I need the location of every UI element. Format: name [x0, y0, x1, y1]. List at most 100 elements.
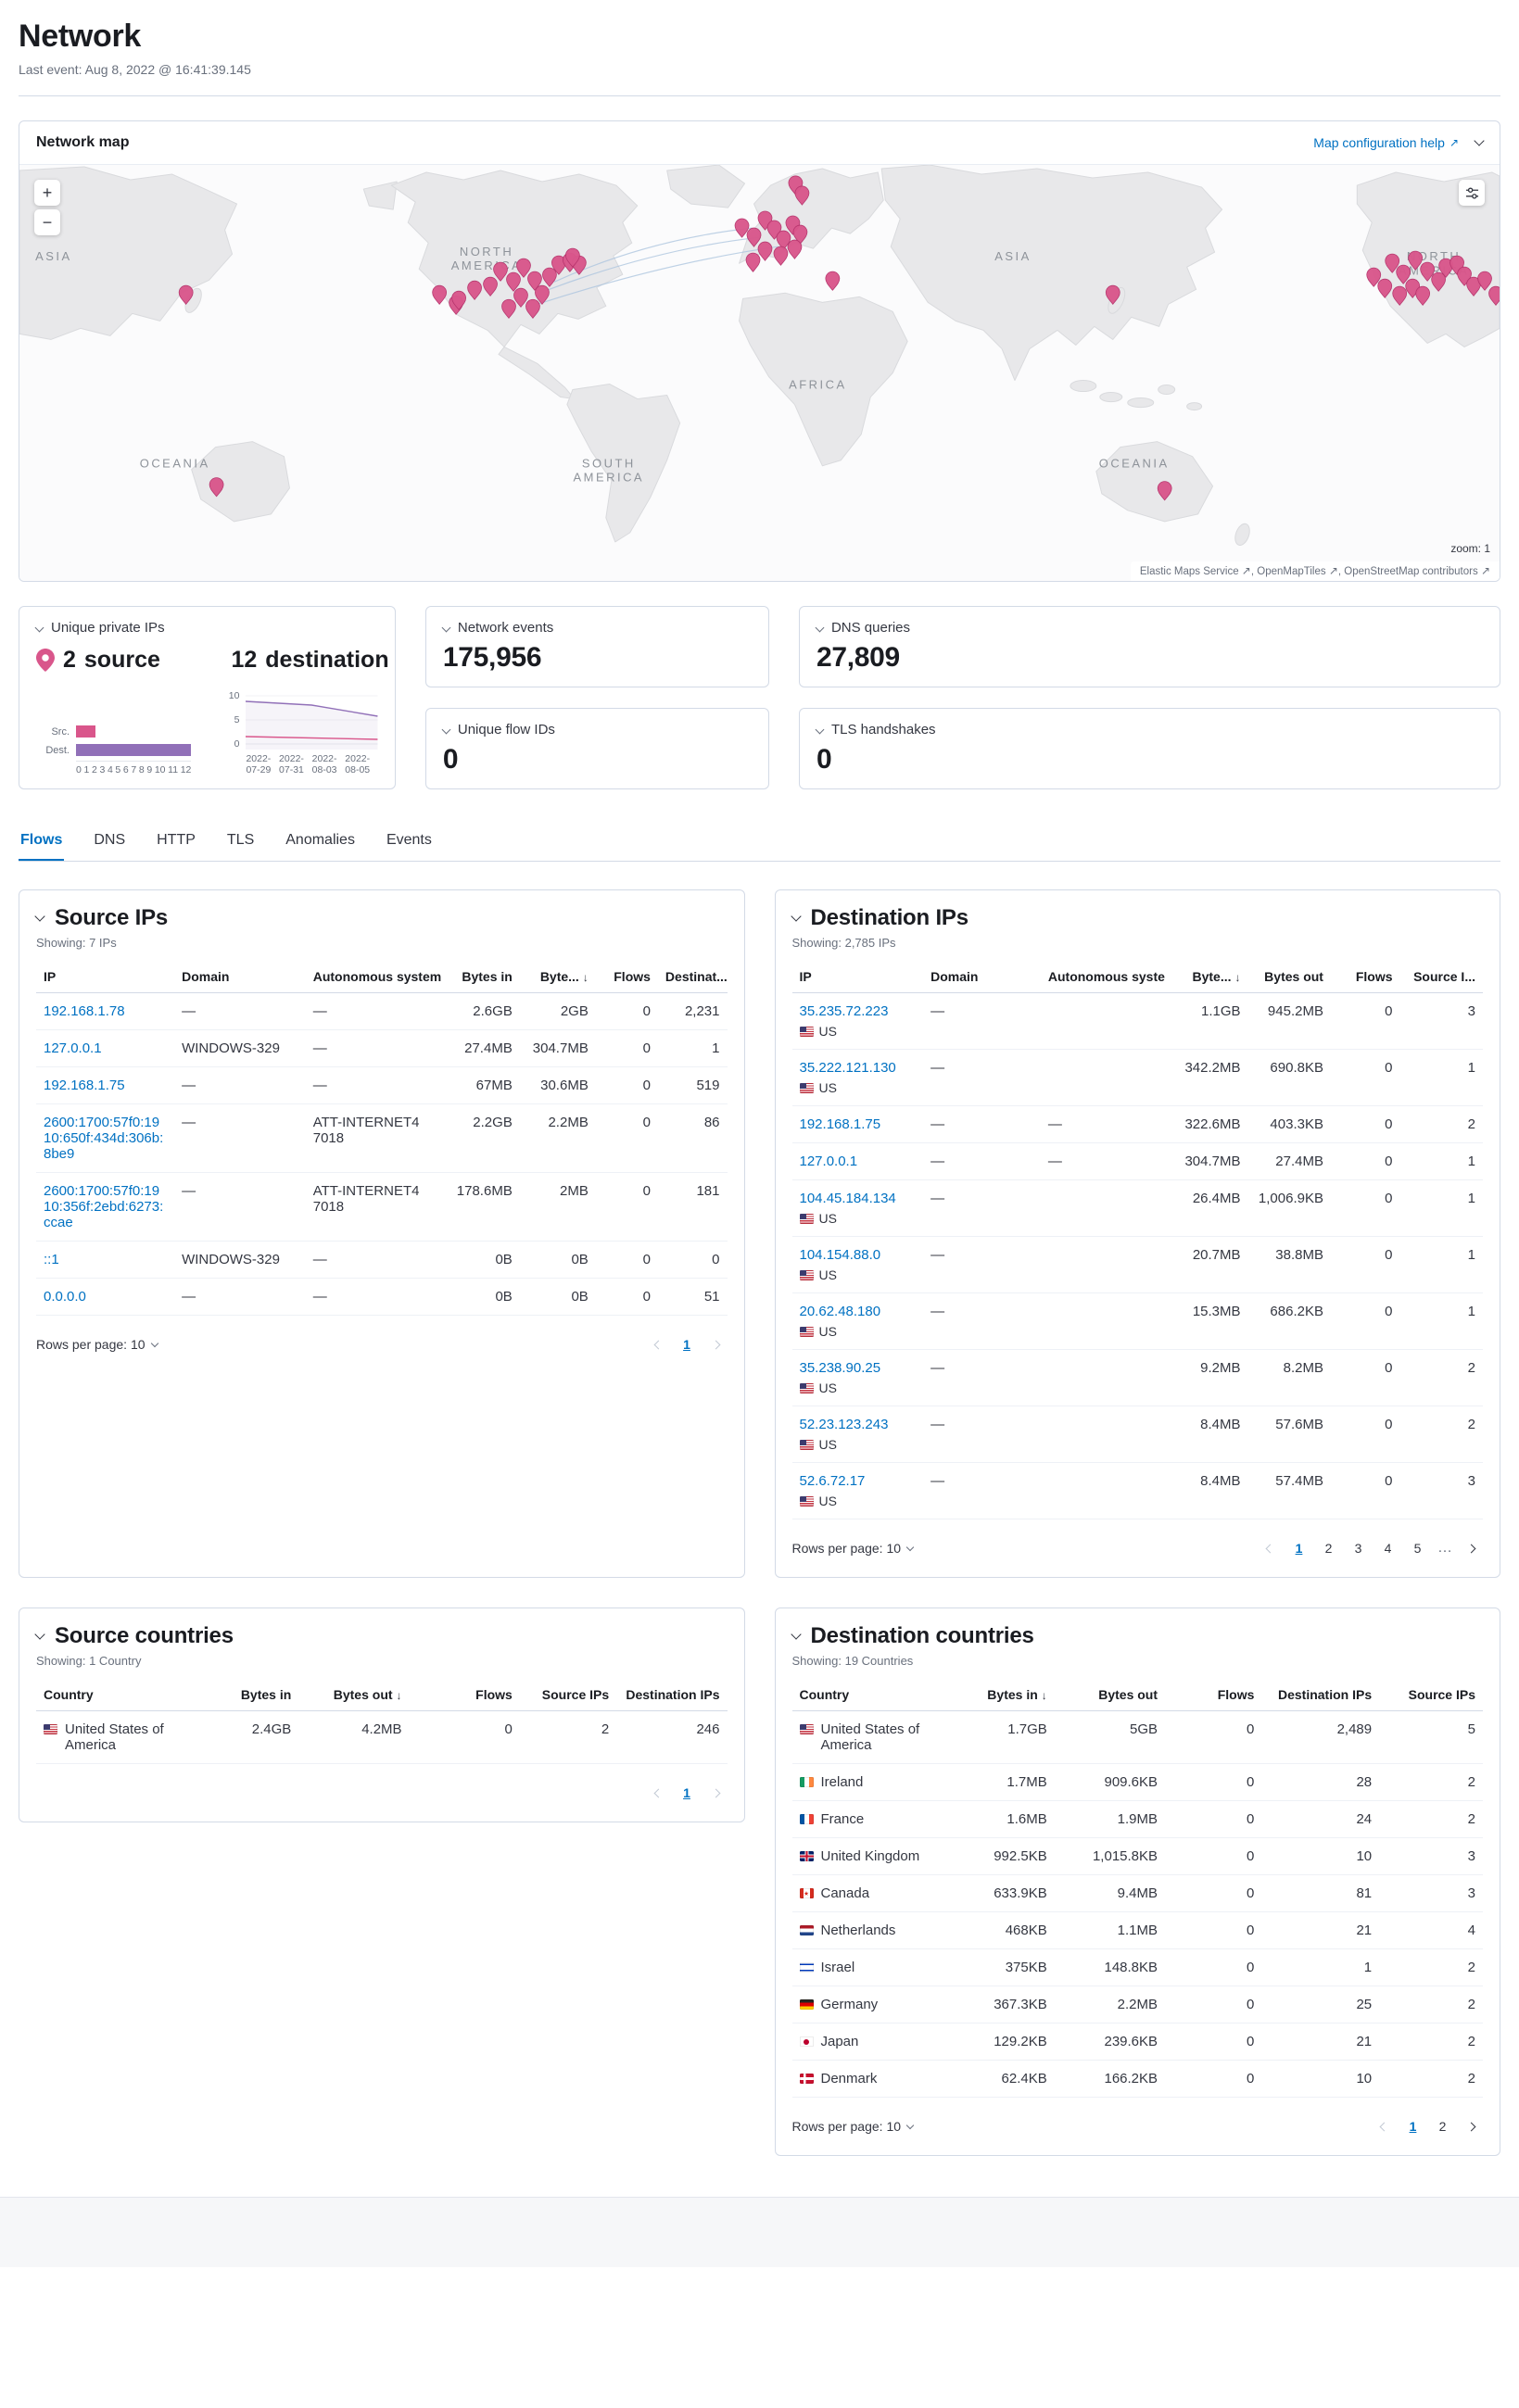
- collapse-chevron-icon[interactable]: [815, 725, 825, 735]
- tab-dns[interactable]: DNS: [92, 823, 127, 861]
- column-header-flows[interactable]: Flows: [409, 1679, 520, 1711]
- page-2-button[interactable]: 2: [1438, 2119, 1447, 2134]
- attribution-link[interactable]: Elastic Maps Service ↗: [1139, 564, 1251, 577]
- ip-link[interactable]: 35.238.90.25: [799, 1360, 881, 1376]
- column-header-source_ips[interactable]: Source IPs: [1379, 1679, 1483, 1711]
- ip-link[interactable]: 20.62.48.180: [799, 1304, 881, 1319]
- location-pin-icon[interactable]: [467, 280, 482, 300]
- column-header-bytes_out[interactable]: Byte... ↓: [519, 961, 596, 993]
- location-pin-icon[interactable]: [773, 246, 789, 266]
- location-pin-icon[interactable]: [535, 284, 550, 305]
- column-header-domain[interactable]: Domain: [923, 961, 1041, 993]
- column-header-flows[interactable]: Flows: [1330, 961, 1400, 993]
- location-pin-icon[interactable]: [209, 477, 224, 498]
- location-pin-icon[interactable]: [1377, 278, 1393, 298]
- next-page-button[interactable]: [1460, 1537, 1483, 1560]
- location-pin-icon[interactable]: [1477, 271, 1492, 291]
- next-page-button[interactable]: [1460, 2115, 1483, 2138]
- location-pin-icon[interactable]: [551, 255, 566, 275]
- location-pin-icon[interactable]: [501, 298, 516, 320]
- ip-link[interactable]: 127.0.0.1: [44, 1040, 102, 1056]
- collapse-chevron-icon[interactable]: [441, 623, 451, 633]
- map-configuration-help-link[interactable]: Map configuration help ↗: [1313, 135, 1459, 150]
- location-pin-icon[interactable]: [564, 247, 580, 268]
- page-5-button[interactable]: 5: [1413, 1541, 1422, 1556]
- location-pin-icon[interactable]: [825, 271, 841, 291]
- location-pin-icon[interactable]: [1438, 258, 1453, 278]
- location-pin-icon[interactable]: [794, 185, 810, 206]
- location-pin-icon[interactable]: [1366, 267, 1382, 287]
- location-pin-icon[interactable]: [513, 287, 528, 308]
- previous-page-button[interactable]: [647, 1782, 670, 1805]
- location-pin-icon[interactable]: [1105, 284, 1120, 305]
- rows-per-page-button[interactable]: Rows per page: 10: [792, 2119, 915, 2134]
- collapse-chevron-icon[interactable]: [34, 1629, 45, 1640]
- collapse-chevron-icon[interactable]: [34, 911, 45, 922]
- previous-page-button[interactable]: [647, 1333, 670, 1356]
- column-header-domain[interactable]: Domain: [174, 961, 306, 993]
- column-header-bytes_out[interactable]: Bytes out ↓: [298, 1679, 410, 1711]
- ip-link[interactable]: 2600:1700:57f0:1910:650f:434d:306b:8be9: [44, 1115, 164, 1162]
- location-pin-icon[interactable]: [451, 290, 466, 310]
- location-pin-icon[interactable]: [1466, 276, 1481, 296]
- location-pin-icon[interactable]: [1488, 285, 1500, 306]
- next-page-button[interactable]: [704, 1333, 728, 1356]
- location-pin-icon[interactable]: [1396, 264, 1411, 284]
- location-pin-icon[interactable]: [1420, 261, 1436, 282]
- location-pin-icon[interactable]: [1408, 250, 1424, 271]
- next-page-button[interactable]: [704, 1782, 728, 1805]
- zoom-in-button[interactable]: +: [34, 180, 60, 206]
- ip-link[interactable]: 192.168.1.78: [44, 1003, 125, 1019]
- ip-link[interactable]: 35.235.72.223: [799, 1003, 889, 1019]
- location-pin-icon[interactable]: [1415, 285, 1431, 306]
- location-pin-icon[interactable]: [787, 239, 803, 259]
- location-pin-icon[interactable]: [506, 271, 521, 292]
- column-header-ip[interactable]: IP: [36, 961, 175, 993]
- page-3-button[interactable]: 3: [1354, 1541, 1362, 1556]
- tab-http[interactable]: HTTP: [155, 823, 197, 861]
- column-header-country[interactable]: Country: [36, 1679, 202, 1711]
- location-pin-icon[interactable]: [1157, 481, 1172, 501]
- collapse-chevron-icon[interactable]: [790, 1629, 802, 1640]
- column-header-bytes_in[interactable]: Bytes in ↓: [957, 1679, 1055, 1711]
- map-collapse-chevron-icon[interactable]: [1474, 135, 1485, 146]
- zoom-out-button[interactable]: −: [34, 209, 60, 235]
- location-pin-icon[interactable]: [734, 218, 750, 238]
- location-pin-icon[interactable]: [527, 271, 542, 291]
- column-header-bytes_in[interactable]: Bytes in: [443, 961, 520, 993]
- column-header-source_ips[interactable]: Source I...: [1399, 961, 1483, 993]
- previous-page-button[interactable]: [1259, 1537, 1282, 1560]
- previous-page-button[interactable]: [1373, 2115, 1396, 2138]
- location-pin-icon[interactable]: [1392, 285, 1408, 306]
- column-header-flows[interactable]: Flows: [595, 961, 658, 993]
- column-header-source_ips[interactable]: Source IPs: [519, 1679, 617, 1711]
- ip-link[interactable]: 104.154.88.0: [799, 1247, 881, 1263]
- column-header-asys[interactable]: Autonomous system: [1040, 961, 1166, 993]
- ip-link[interactable]: 52.6.72.17: [799, 1473, 866, 1489]
- location-pin-icon[interactable]: [483, 276, 498, 296]
- ip-link[interactable]: 52.23.123.243: [799, 1417, 889, 1432]
- collapse-chevron-icon[interactable]: [790, 911, 802, 922]
- ip-link[interactable]: 0.0.0.0: [44, 1289, 86, 1305]
- map-settings-button[interactable]: [1459, 180, 1485, 206]
- ip-link[interactable]: 35.222.121.130: [799, 1060, 896, 1076]
- collapse-chevron-icon[interactable]: [441, 725, 451, 735]
- ip-link[interactable]: 104.45.184.134: [799, 1191, 896, 1206]
- location-pin-icon[interactable]: [792, 224, 808, 245]
- page-1-button[interactable]: 1: [1295, 1541, 1303, 1556]
- event-location-pins[interactable]: [178, 175, 1500, 501]
- column-header-bytes_in[interactable]: Byte... ↓: [1165, 961, 1248, 993]
- rows-per-page-button[interactable]: Rows per page: 10: [36, 1337, 158, 1352]
- ip-link[interactable]: 127.0.0.1: [799, 1154, 858, 1169]
- location-pin-icon[interactable]: [745, 252, 761, 272]
- rows-per-page-button[interactable]: Rows per page: 10: [792, 1541, 915, 1556]
- page-2-button[interactable]: 2: [1324, 1541, 1333, 1556]
- collapse-chevron-icon[interactable]: [815, 623, 825, 633]
- location-pin-icon[interactable]: [493, 261, 508, 282]
- column-header-bytes_out[interactable]: Bytes out: [1054, 1679, 1166, 1711]
- world-map[interactable]: ASIANORTHAMERICAASIANORTHAMERICAAFRICASO…: [19, 164, 1500, 581]
- column-header-asys[interactable]: Autonomous system: [305, 961, 444, 993]
- column-header-bytes_in[interactable]: Bytes in: [201, 1679, 299, 1711]
- location-pin-icon[interactable]: [1385, 253, 1400, 273]
- column-header-dest_ips[interactable]: Destination IPs: [1261, 1679, 1380, 1711]
